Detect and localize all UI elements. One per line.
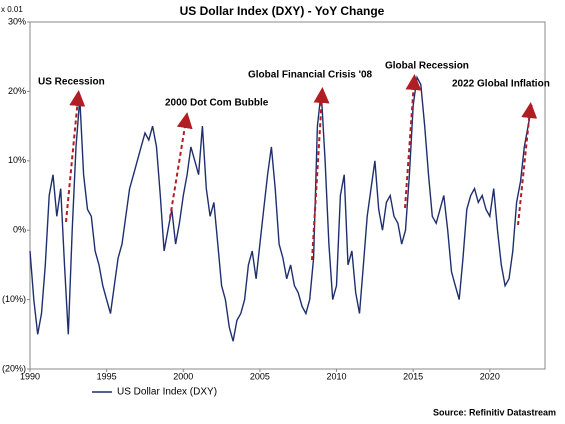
x-tick-label: 2005: [250, 371, 270, 381]
data-line: [29, 75, 533, 342]
legend-label: US Dollar Index (DXY): [117, 387, 217, 398]
x-tick-label: 2010: [327, 371, 347, 381]
x-tick-label: 1990: [20, 371, 40, 381]
x-tick-label: 1995: [97, 371, 117, 381]
y-tick-label: 20%: [8, 86, 26, 96]
y-tick-label: 30%: [8, 16, 26, 26]
y-tick-label: (10%): [2, 294, 26, 304]
source: Source: Refinitiv Datastream: [433, 407, 556, 417]
y-tick-label: 0%: [13, 225, 26, 235]
annotation: 2022 Global Inflation: [452, 79, 550, 90]
annotation-arrow: [404, 74, 422, 209]
y-tick-label: 10%: [8, 155, 26, 165]
annotation: Global Recession: [385, 61, 469, 72]
annotation: US Recession: [38, 77, 105, 88]
annotation-arrow: [311, 87, 330, 261]
x-tick-label: 2020: [480, 371, 500, 381]
plot-frame: [29, 21, 546, 370]
annotation: Global Financial Crisis '08: [248, 70, 373, 81]
x-tick-label: 2015: [403, 371, 423, 381]
chart-title: US Dollar Index (DXY) - YoY Change: [180, 4, 385, 18]
annotation: 2000 Dot Com Bubble: [165, 98, 269, 109]
annotation-arrow: [517, 102, 538, 226]
y-unit-label: x 0.01: [1, 5, 23, 14]
annotation-arrow: [169, 112, 193, 219]
annotation-arrow: [65, 90, 86, 223]
x-tick-label: 2000: [173, 371, 193, 381]
y-tick-label: (20%): [2, 363, 26, 373]
